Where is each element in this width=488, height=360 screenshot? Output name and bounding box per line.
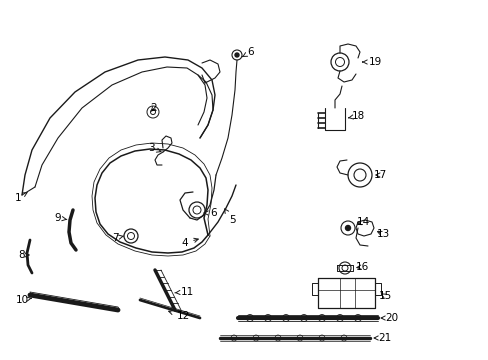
Text: 2: 2 [150, 103, 157, 113]
Text: 3: 3 [147, 143, 161, 153]
Text: 15: 15 [378, 291, 391, 301]
Text: 19: 19 [362, 57, 381, 67]
Text: 1: 1 [15, 193, 27, 203]
Circle shape [345, 225, 350, 230]
Circle shape [235, 53, 239, 57]
Text: 5: 5 [224, 209, 235, 225]
Text: 16: 16 [355, 262, 368, 272]
Text: 21: 21 [373, 333, 391, 343]
Text: 6: 6 [242, 47, 254, 57]
Text: 8: 8 [19, 250, 29, 260]
Text: 20: 20 [380, 313, 398, 323]
Text: 11: 11 [175, 287, 193, 297]
Text: 9: 9 [55, 213, 67, 223]
Text: 17: 17 [373, 170, 386, 180]
Text: 14: 14 [356, 217, 369, 227]
Text: 6: 6 [203, 208, 217, 218]
Text: 18: 18 [348, 111, 364, 121]
Text: 10: 10 [16, 295, 31, 305]
Text: 4: 4 [182, 238, 198, 248]
Text: 7: 7 [111, 233, 123, 243]
Text: 12: 12 [168, 311, 189, 321]
Text: 13: 13 [376, 229, 389, 239]
